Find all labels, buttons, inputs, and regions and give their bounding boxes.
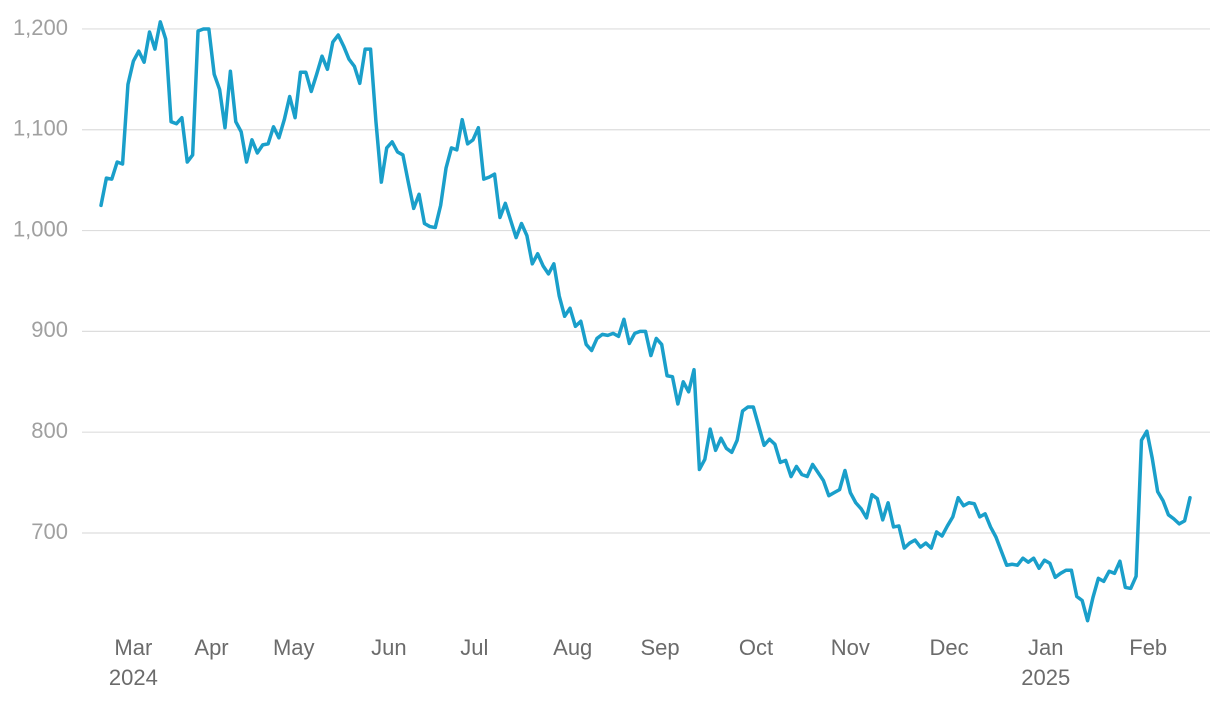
x-tick-label: Jul [460,635,488,660]
y-tick-label: 900 [31,317,68,342]
x-tick-label: Aug [553,635,592,660]
x-tick-label: Feb [1129,635,1167,660]
x-tick-label: May [273,635,315,660]
year-label: 2024 [109,665,158,690]
x-tick-label: Sep [640,635,679,660]
x-tick-label: Nov [831,635,870,660]
x-tick-label: Apr [194,635,228,660]
line [99,20,1192,623]
x-tick-label: Jun [371,635,406,660]
x-tick-label: Jan [1028,635,1063,660]
x-tick-label: Dec [929,635,968,660]
y-tick-label: 700 [31,519,68,544]
x-tick-label: Mar [114,635,152,660]
year-label: 2025 [1021,665,1070,690]
x-tick-label: Oct [739,635,773,660]
y-tick-label: 1,000 [13,216,68,241]
y-tick-label: 1,100 [13,116,68,141]
y-tick-label: 1,200 [13,15,68,40]
y-tick-label: 800 [31,418,68,443]
